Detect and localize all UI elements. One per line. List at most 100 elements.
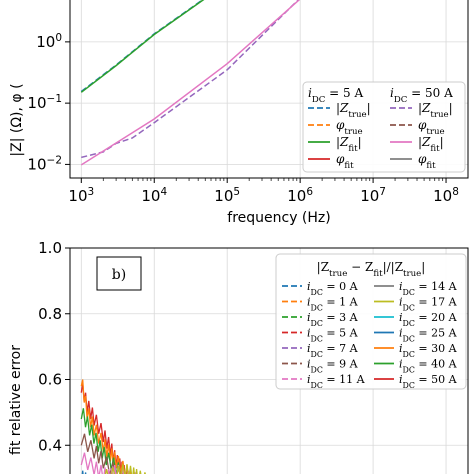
panel-b-legend-title-part: |Z xyxy=(317,260,329,274)
panel-b-legend-entry: iDC = 40 A xyxy=(399,358,458,375)
panel-a-legend-entry-part: | xyxy=(440,135,444,149)
panel-b-legend-entry-part: i xyxy=(307,311,311,324)
panel-b-ytick-label: 1.0 xyxy=(38,239,62,257)
panel-b-series-line xyxy=(104,464,146,474)
panel-b-legend-entry-part: DC xyxy=(403,303,415,312)
panel-a-series xyxy=(80,0,301,166)
panel-a-legend-entry-part: fit xyxy=(348,144,358,154)
panel-b-legend-entry: iDC = 1 A xyxy=(307,296,359,313)
panel-b-legend-entry-part: DC xyxy=(311,303,323,312)
panel-b-legend-entry-part: i xyxy=(307,358,311,371)
panel-a-xtick-label-part: 10 xyxy=(214,187,233,205)
panel-a-legend-entry-part: true xyxy=(426,127,444,137)
panel-a-series-line xyxy=(81,0,300,159)
panel-b-legend-entry-part: DC xyxy=(403,319,415,328)
panel-a-legend-title: iDC = 50 A xyxy=(390,86,453,105)
panel-a-legend-entry-part: |Z xyxy=(418,135,431,149)
panel-b-legend-entry-part: i xyxy=(307,342,311,355)
panel-a-xtick-label: 105 xyxy=(214,186,240,205)
panel-a-legend-title: iDC = 5 A xyxy=(308,86,363,105)
panel-b-legend-entry-part: DC xyxy=(311,365,323,374)
panel-a-legend-entry: |Zfit| xyxy=(418,135,444,154)
panel-b-legend-entry-part: i xyxy=(399,373,403,386)
panel-a-legend-entry-part: fit xyxy=(344,161,354,171)
panel-b-legend-entry-part: DC xyxy=(311,288,323,297)
panel-b-ylabel: fit relative error xyxy=(8,345,24,455)
panel-b-ytick-label: 0.8 xyxy=(38,305,62,323)
panel-a-legend-entry-part: φ xyxy=(418,118,427,132)
panel-b-legend-entry-part: i xyxy=(307,280,311,293)
panel-a-ytick-label-part: 10 xyxy=(27,94,46,112)
panel-b-ytick-label: 0.6 xyxy=(38,371,62,389)
panel-b-tag: b) xyxy=(112,267,126,283)
panel-a-legend-entry: φfit xyxy=(418,152,436,171)
panel-a-xtick-label: 107 xyxy=(360,186,386,205)
panel-b-legend-entry-part: i xyxy=(399,358,403,371)
panel-b-legend-entry-part: DC xyxy=(311,350,323,359)
panel-b-legend-entry-part: i xyxy=(399,280,403,293)
panel-b-legend-entry-part: i xyxy=(399,296,403,309)
panel-b-plot-frame xyxy=(69,247,469,474)
panel-a-ytick-label: 10−2 xyxy=(27,154,62,173)
panel-a-ylabel: |Z| (Ω), φ ( xyxy=(9,83,25,156)
panel-b-legend-entry-part: = 11 A xyxy=(323,373,366,386)
panel-a-xtick-label-part: 10 xyxy=(141,187,160,205)
panel-b-legend-entry: iDC = 14 A xyxy=(399,280,458,297)
panel-a-ytick-label: 10−1 xyxy=(27,93,62,112)
panel-a-xtick-label-part: 3 xyxy=(88,186,95,198)
panel-a-legend-entry-part: φ xyxy=(336,152,345,166)
panel-a-legend-entry-part: φ xyxy=(418,152,427,166)
panel-a-legend-entry-part: | xyxy=(367,101,371,115)
panel-b-legend-entry-part: = 30 A xyxy=(415,342,458,355)
panel-b-legend-entry-part: = 7 A xyxy=(323,342,359,355)
panel-b-series-line xyxy=(80,433,117,474)
panel-a-legend-title-part: DC xyxy=(394,95,408,105)
panel-a-legend-entry-part: |Z xyxy=(336,101,349,115)
panel-a-legend-entry: φfit xyxy=(336,152,354,171)
panel-b-legend-title: |Ztrue − Zfit|/|Ztrue| xyxy=(317,260,426,279)
panel-a-xtick-label-part: 10 xyxy=(68,187,87,205)
panel-b-legend-entry: iDC = 9 A xyxy=(307,358,359,375)
panel-b-legend-entry-part: i xyxy=(307,327,311,340)
panel-b-legend-entry-part: = 1 A xyxy=(323,296,359,309)
panel-b-legend-title-part: |/|Z xyxy=(383,260,403,274)
panel-a-xtick-label-part: 8 xyxy=(452,186,459,198)
panel-b-legend-title-part: fit xyxy=(373,269,383,279)
panel-b-legend-entry: iDC = 7 A xyxy=(307,342,359,359)
panel-a-series-line xyxy=(80,0,205,93)
panel-a-xtick-label-part: 10 xyxy=(287,187,306,205)
panel-a-xtick-label: 106 xyxy=(287,186,313,205)
panel-a-xtick-label: 103 xyxy=(68,186,94,205)
panel-a-legend-entry-part: | xyxy=(449,101,453,115)
panel-a-xlabel: frequency (Hz) xyxy=(227,210,330,226)
panel-b-series-line xyxy=(80,452,141,474)
panel-a-legend-box xyxy=(302,81,466,173)
panel-b-legend-title-part: − Z xyxy=(347,260,373,274)
panel-a-legend-title-part: = 50 A xyxy=(407,86,453,100)
panel-a-legend-entry-part: |Z xyxy=(336,135,349,149)
panel-b-legend-box xyxy=(275,253,467,390)
panel-b-legend-entry: iDC = 11 A xyxy=(307,373,366,390)
panel-a-legend-title-part: = 5 A xyxy=(325,86,363,100)
panel-a-ytick-label-part: −1 xyxy=(47,93,62,105)
panel-b-legend-entry-part: DC xyxy=(403,334,415,343)
panel-b-legend-entry-part: = 25 A xyxy=(415,327,458,340)
panel-b-legend-entry-part: DC xyxy=(311,381,323,390)
panel-b-legend-entry-part: = 50 A xyxy=(415,373,458,386)
panel-a-legend-title-part: i xyxy=(308,86,312,100)
panel-b-legend-entry: iDC = 25 A xyxy=(399,327,458,344)
panel-b-legend-entry-part: = 20 A xyxy=(415,311,458,324)
panel-a-legend-entry: φtrue xyxy=(336,118,363,137)
panel-b-legend-entry: iDC = 50 A xyxy=(399,373,458,390)
panel-b-legend-title-part: | xyxy=(421,260,425,274)
panel-b-legend-entry-part: DC xyxy=(403,381,415,390)
panel-a-series-line xyxy=(80,0,301,166)
panel-a-ytick-label-part: 10 xyxy=(36,33,55,51)
panel-a-xtick-label-part: 10 xyxy=(433,187,452,205)
panel-a-legend-entry-part: true xyxy=(348,110,366,120)
panel-a-legend-title-part: DC xyxy=(312,95,326,105)
